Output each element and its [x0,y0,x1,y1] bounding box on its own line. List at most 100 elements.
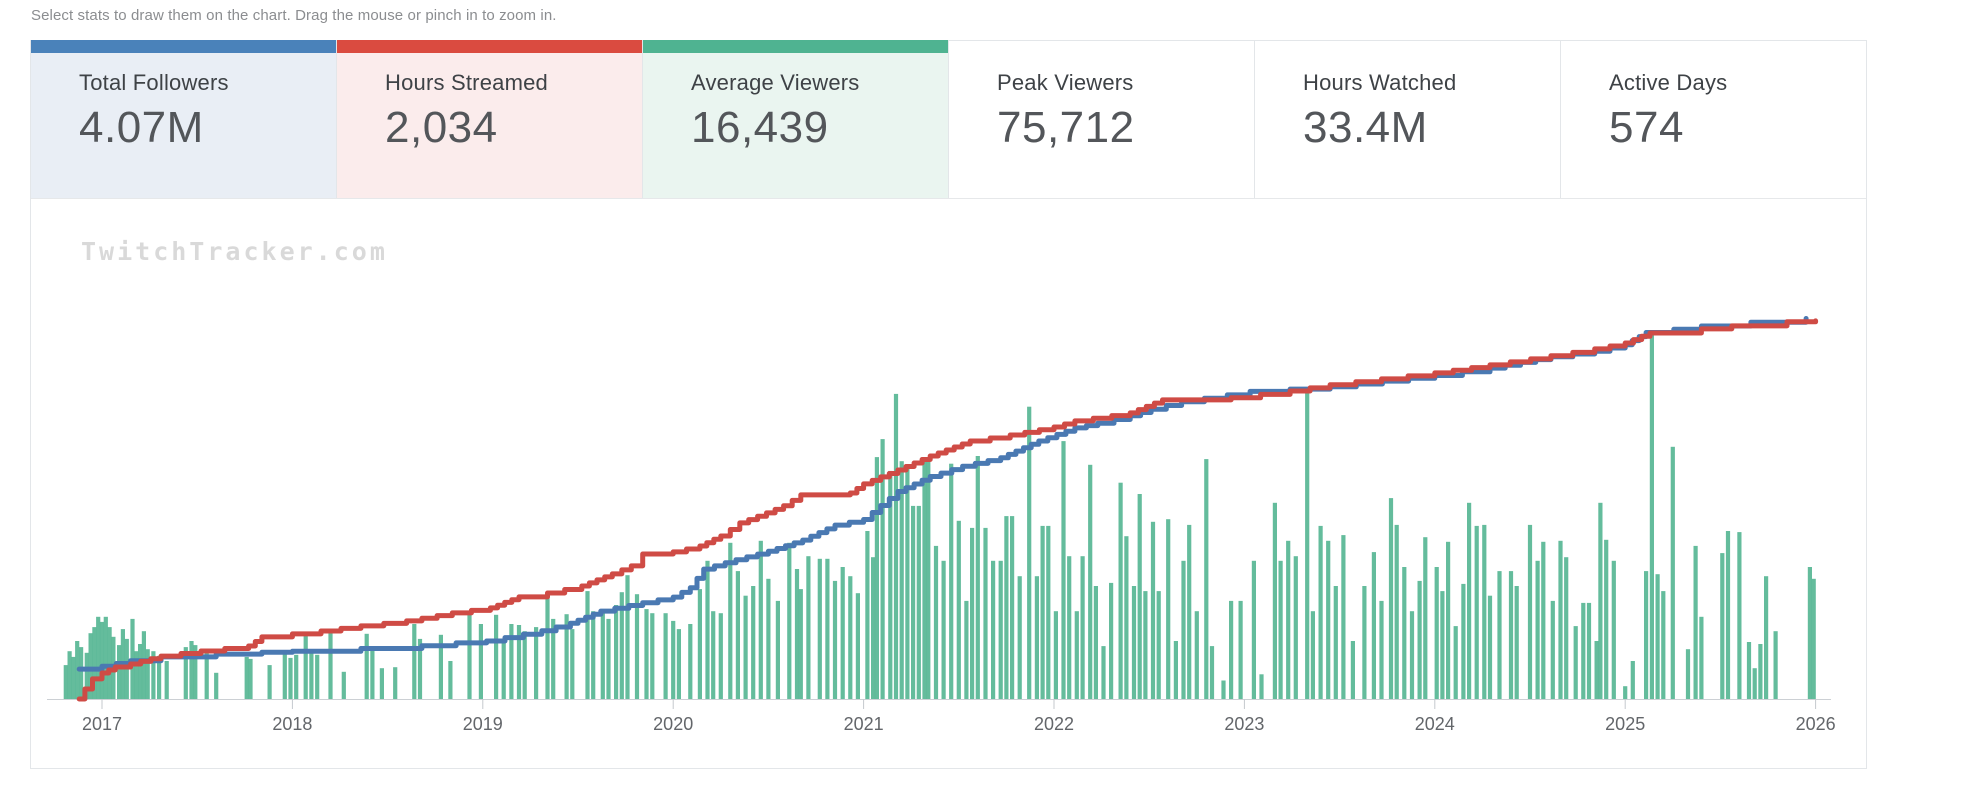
x-axis-label-2017: 2017 [82,714,122,734]
avg-viewers-bar [1278,560,1283,699]
avg-viewers-bar [1101,646,1106,699]
avg-viewers-bar [509,624,514,699]
avg-viewers-bar [1737,532,1742,699]
stat-card-hours-watched[interactable]: Hours Watched 33.4M [1255,40,1561,198]
avg-viewers-bar [832,580,838,699]
avg-viewers-bar [991,560,996,699]
avg-viewers-bar [1446,541,1451,699]
avg-viewers-bar [267,665,272,699]
avg-viewers-bar [1040,525,1045,699]
avg-viewers-bar [1514,586,1519,699]
avg-viewers-bar [117,645,122,699]
avg-viewers-bar [1541,541,1546,699]
stat-card-hours-streamed[interactable]: Hours Streamed 2,034 [337,40,643,198]
avg-viewers-bar [1670,446,1675,699]
avg-viewers-bar [88,633,93,699]
avg-viewers-bar [328,631,333,699]
stat-value: 33.4M [1303,103,1428,152]
avg-viewers-bar [1187,524,1192,699]
avg-viewers-bar [688,624,693,699]
stat-card-average-viewers[interactable]: Average Viewers 16,439 [643,40,949,198]
avg-viewers-bar [941,560,946,699]
chart-area[interactable]: 2017 2018 2019 2020 2021 2022 2023 2024 2025 2026… [31,199,1866,768]
x-axis-label-2020: 2020 [653,714,693,734]
avg-viewers-bar [794,569,800,699]
avg-viewers-bar [1527,524,1533,699]
avg-viewers-bar [1046,525,1051,699]
avg-viewers-bar [1027,406,1032,699]
avg-viewers-bar [964,600,969,699]
card-accent-strip [1561,40,1866,53]
avg-viewers-bar [1318,525,1323,699]
stat-value: 574 [1609,103,1684,152]
avg-viewers-bar [1752,668,1757,699]
stat-card-active-days[interactable]: Active Days 574 [1561,40,1866,198]
avg-viewers-bar [79,647,84,699]
avg-viewers-bar [315,654,320,699]
avg-viewers-bar [956,520,961,699]
avg-viewers-bar [970,527,975,699]
avg-viewers-bar [1402,567,1407,699]
avg-viewers-bar [1194,611,1199,699]
avg-viewers-bar [975,456,980,699]
stat-label: Hours Watched [1303,70,1457,95]
avg-viewers-bar [1482,524,1487,699]
avg-viewers-bar [1371,552,1376,699]
avg-viewers-bar [1394,524,1399,699]
avg-viewers-bar [204,651,209,699]
avg-viewers-bar [606,618,611,699]
avg-viewers-bar [1573,626,1578,699]
avg-viewers-bar [1699,616,1704,699]
avg-viewers-bar [1181,560,1186,699]
avg-viewers-bar [1581,602,1586,699]
avg-viewers-bar [1764,576,1769,699]
avg-viewers-bar [438,634,443,699]
avg-viewers-bar [1118,482,1123,699]
avg-viewers-bar [1173,641,1178,699]
avg-viewers-bar [516,625,522,699]
avg-viewers-bar [735,571,740,699]
avg-viewers-bar [214,672,219,699]
stat-label: Total Followers [79,70,229,95]
avg-viewers-bar [1611,560,1616,699]
avg-viewers-bar [1474,525,1479,699]
avg-viewers-bar [998,560,1003,699]
avg-viewers-bar [1143,591,1148,699]
stat-cards-row: Total Followers 4.07M Hours Streamed 2,0… [31,40,1866,199]
avg-viewers-bar [1293,556,1298,699]
avg-viewers-bar [766,578,771,699]
avg-viewers-bar [103,616,108,699]
avg-viewers-bar [1417,580,1422,699]
avg-viewers-bar [494,614,499,699]
avg-viewers-bar [1350,641,1355,699]
avg-viewers-bar [1137,494,1142,699]
avg-viewers-bar [1388,498,1394,699]
avg-viewers-bar [1166,519,1171,699]
avg-viewers-bar [1558,540,1563,699]
x-axis-label-2024: 2024 [1415,714,1455,734]
avg-viewers-bar [522,631,527,699]
avg-viewers-bar [585,591,590,699]
avg-viewers-bar [1131,586,1137,699]
avg-viewers-bar [189,641,194,699]
avg-viewers-bar [893,393,899,699]
chart-svg[interactable]: 2017 2018 2019 2020 2021 2022 2023 2024 2025 2026 [31,199,1866,768]
avg-viewers-bar [840,567,845,699]
avg-viewers-bar [848,576,853,699]
stat-card-peak-viewers[interactable]: Peak Viewers 75,712 [949,40,1255,198]
avg-viewers-bar [164,661,169,699]
avg-viewers-bar [905,466,910,699]
stat-label: Active Days [1609,70,1728,95]
stat-card-total-followers[interactable]: Total Followers 4.07M [31,40,337,198]
stat-label: Average Viewers [691,70,860,95]
avg-viewers-bar [1088,464,1093,699]
avg-viewers-bar [671,620,676,699]
avg-viewers-bar [888,470,893,699]
x-axis: 2017 2018 2019 2020 2021 2022 2023 2024 2025 2026 [47,699,1836,734]
avg-viewers-bar [1440,591,1445,699]
x-axis-label-2025: 2025 [1605,714,1645,734]
avg-viewers-bar [825,558,830,699]
avg-viewers-bar [806,556,811,699]
avg-viewers-bar [1644,571,1649,699]
avg-viewers-bar [625,575,630,699]
